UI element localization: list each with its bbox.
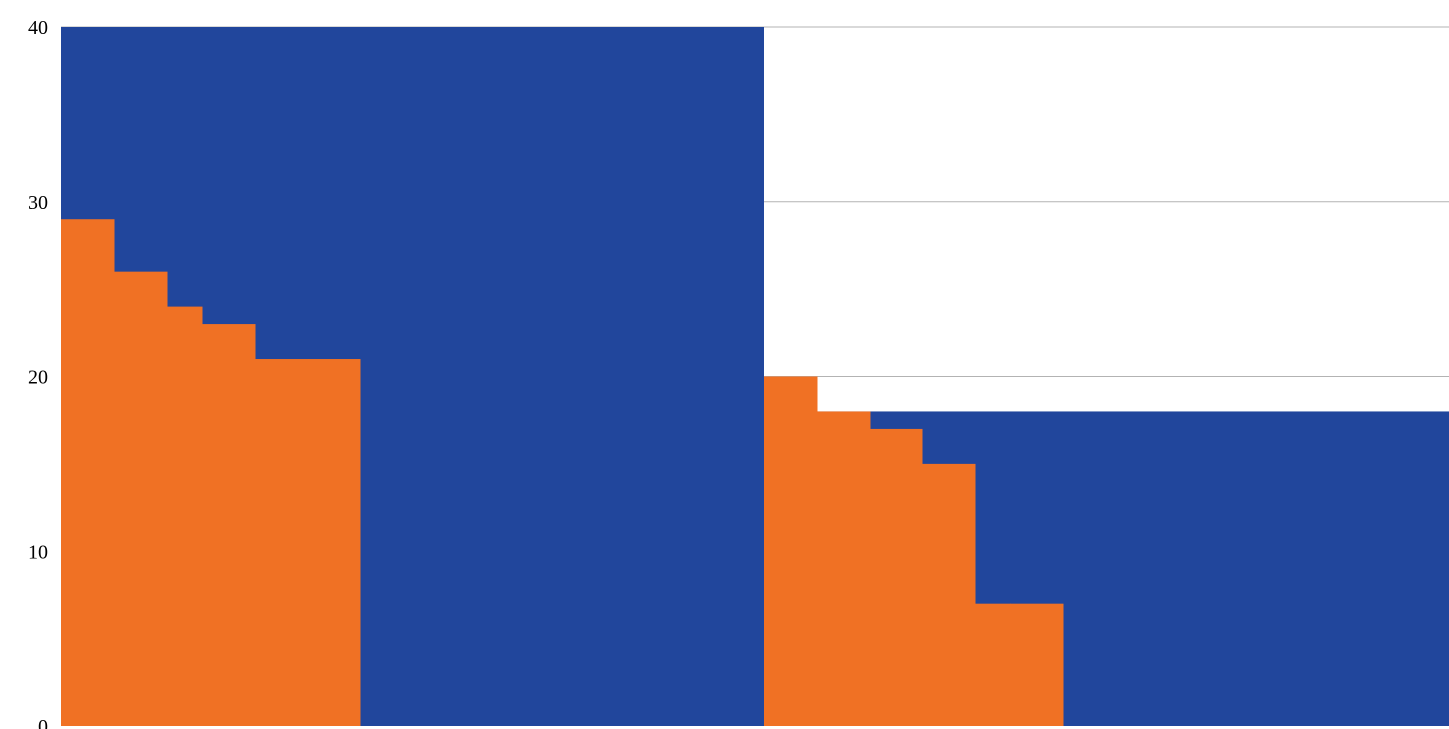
bar-layer (61, 27, 1449, 726)
segment-bar-1-4 (202, 324, 256, 726)
segment-bar-1-3 (167, 306, 203, 726)
segment-bar-2-3 (870, 428, 923, 726)
y-axis: 0 10 20 30 40 (28, 17, 48, 729)
segment-bar-2-5 (975, 603, 1011, 726)
y-tick-label-30: 30 (28, 192, 48, 214)
segment-bar-1-1 (61, 219, 115, 726)
segment-bar-2-6 (1010, 603, 1064, 726)
y-tick-label-20: 20 (28, 367, 48, 389)
y-tick-label-0: 0 (38, 716, 48, 729)
segment-bar-1-6 (308, 359, 361, 726)
segment-bar-2-2 (817, 411, 871, 726)
segment-bar-2-1 (764, 376, 818, 726)
y-tick-label-10: 10 (28, 541, 48, 563)
segment-bar-1-2 (114, 271, 168, 726)
segment-bar-1-5 (255, 359, 309, 726)
y-tick-label-40: 40 (28, 17, 48, 39)
segment-bar-2-4 (922, 463, 976, 726)
